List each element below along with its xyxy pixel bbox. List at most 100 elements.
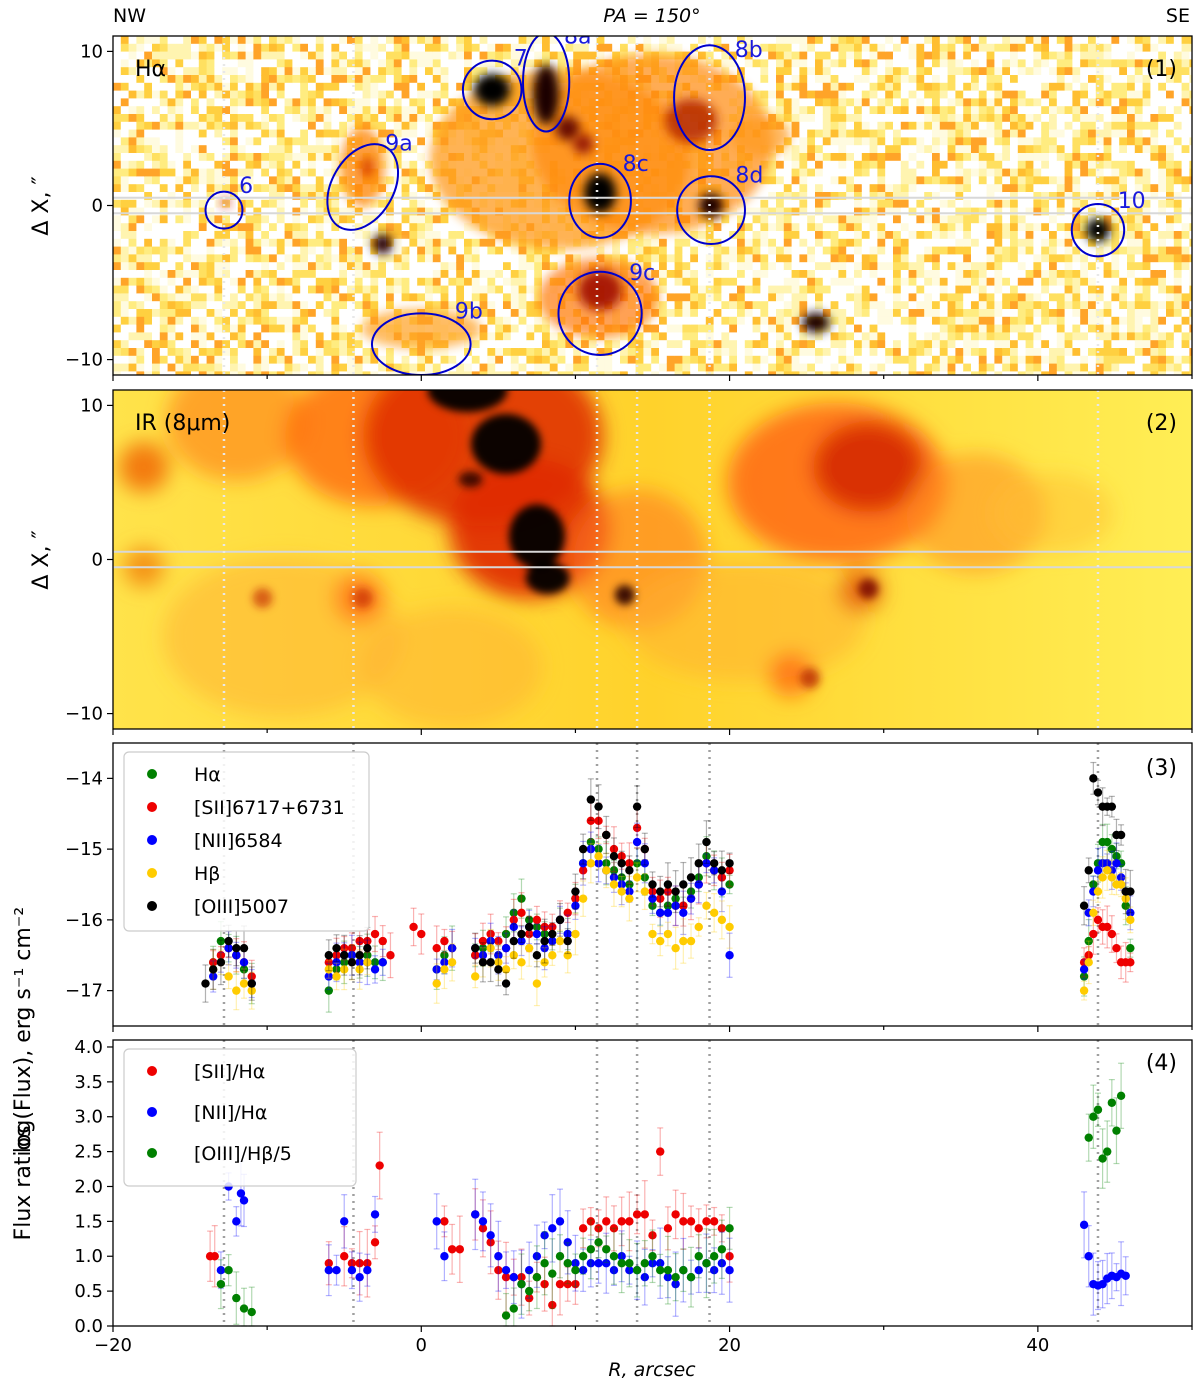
halpha-pixel — [276, 106, 286, 115]
halpha-pixel — [947, 316, 956, 326]
halpha-pixel — [167, 121, 176, 131]
halpha-pixel — [643, 332, 652, 341]
halpha-pixel — [347, 246, 356, 255]
halpha-pixel — [838, 262, 847, 271]
halpha-pixel — [955, 277, 964, 287]
halpha-pixel — [440, 270, 449, 279]
halpha-pixel — [768, 309, 777, 318]
halpha-pixel — [269, 75, 278, 84]
halpha-pixel — [323, 332, 332, 341]
halpha-pixel — [776, 176, 785, 185]
halpha-pixel — [276, 114, 286, 123]
halpha-pixel — [113, 121, 122, 131]
halpha-pixel — [284, 324, 293, 333]
halpha-pixel — [183, 277, 192, 287]
halpha-pixel — [955, 371, 964, 375]
halpha-pixel — [354, 59, 364, 68]
halpha-pixel — [409, 59, 418, 68]
halpha-pixel — [230, 316, 239, 326]
halpha-pixel — [854, 114, 863, 123]
halpha-pixel — [393, 59, 403, 68]
halpha-pixel — [620, 36, 629, 45]
halpha-pixel — [409, 285, 418, 294]
halpha-pixel — [963, 160, 972, 170]
halpha-pixel — [705, 332, 715, 341]
halpha-pixel — [900, 301, 910, 310]
halpha-pixel — [175, 137, 184, 146]
halpha-pixel — [440, 231, 449, 240]
halpha-pixel — [893, 332, 902, 341]
halpha-pixel — [854, 270, 863, 279]
halpha-pixel — [705, 43, 715, 53]
halpha-pixel — [705, 223, 715, 232]
halpha-pixel — [986, 98, 995, 107]
halpha-pixel — [432, 223, 442, 232]
halpha-pixel — [893, 90, 902, 99]
halpha-pixel — [159, 145, 169, 154]
halpha-pixel — [791, 246, 800, 255]
halpha-pixel — [167, 309, 176, 318]
halpha-pixel — [916, 262, 925, 271]
halpha-pixel — [659, 348, 668, 357]
halpha-pixel — [776, 168, 785, 177]
halpha-pixel — [113, 207, 122, 216]
halpha-pixel — [822, 59, 832, 68]
halpha-pixel — [159, 153, 169, 162]
halpha-pixel — [370, 223, 379, 232]
halpha-pixel — [308, 82, 317, 92]
halpha-pixel — [214, 309, 223, 318]
halpha-pixel — [510, 59, 520, 68]
halpha-pixel — [986, 43, 995, 53]
halpha-pixel — [807, 207, 816, 216]
halpha-pixel — [222, 324, 231, 333]
halpha-pixel — [783, 223, 793, 232]
halpha-pixel — [791, 145, 800, 154]
halpha-pixel — [432, 355, 442, 365]
halpha-pixel — [456, 43, 465, 53]
halpha-pixel — [222, 262, 231, 271]
halpha-pixel — [729, 51, 738, 60]
halpha-pixel — [565, 43, 574, 53]
halpha-pixel — [113, 223, 122, 232]
halpha-pixel — [542, 340, 551, 349]
halpha-pixel — [230, 293, 239, 302]
halpha-pixel — [159, 285, 169, 294]
halpha-pixel — [183, 301, 192, 310]
halpha-pixel — [690, 371, 699, 375]
halpha-pixel — [947, 114, 956, 123]
halpha-pixel — [869, 340, 878, 349]
halpha-pixel — [152, 90, 161, 99]
halpha-pixel — [861, 160, 871, 170]
halpha-pixel — [471, 254, 481, 263]
halpha-pixel — [799, 301, 808, 310]
halpha-pixel — [627, 43, 637, 53]
halpha-pixel — [822, 348, 832, 357]
halpha-pixel — [565, 371, 574, 375]
halpha-pixel — [963, 153, 972, 162]
halpha-pixel — [175, 59, 184, 68]
halpha-pixel — [456, 238, 465, 248]
halpha-pixel — [885, 98, 894, 107]
halpha-pixel — [877, 43, 886, 53]
halpha-pixel — [261, 215, 270, 224]
halpha-pixel — [253, 270, 262, 279]
halpha-pixel — [354, 90, 364, 99]
halpha-pixel — [214, 75, 223, 84]
halpha-pixel — [846, 121, 855, 131]
halpha-pixel — [822, 121, 832, 131]
halpha-pixel — [846, 145, 855, 154]
halpha-pixel — [947, 363, 956, 372]
halpha-pixel — [198, 90, 208, 99]
halpha-pixel — [393, 137, 403, 146]
halpha-pixel — [916, 215, 925, 224]
halpha-pixel — [222, 75, 231, 84]
halpha-pixel — [588, 340, 598, 349]
halpha-pixel — [643, 371, 652, 375]
halpha-pixel — [846, 129, 855, 138]
halpha-pixel — [378, 82, 387, 92]
halpha-pixel — [456, 246, 465, 255]
halpha-pixel — [331, 153, 340, 162]
halpha-pixel — [175, 231, 184, 240]
halpha-pixel — [128, 301, 137, 310]
halpha-pixel — [113, 332, 122, 341]
